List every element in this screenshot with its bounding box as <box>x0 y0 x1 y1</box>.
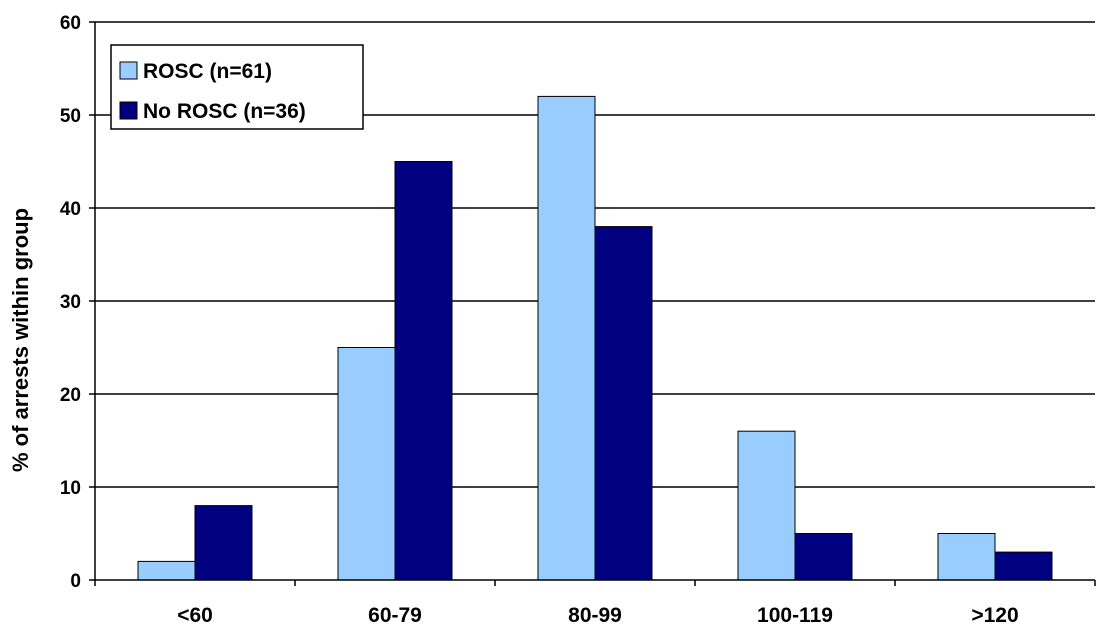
bar-no-rosc <box>994 551 1053 581</box>
y-tick-label: 0 <box>70 571 81 592</box>
bar-no-rosc <box>394 161 453 581</box>
bar-no-rosc <box>194 505 253 581</box>
x-tick-label: >120 <box>971 604 1018 627</box>
bar-rosc <box>337 347 396 581</box>
bar-no-rosc <box>594 226 653 581</box>
y-tick-label: 60 <box>60 13 81 34</box>
bar-no-rosc <box>794 533 853 581</box>
x-tick-labels: <60 60-79 80-99 100-119 >120 <box>177 604 1018 627</box>
y-tick-label: 50 <box>60 106 81 127</box>
bar-rosc <box>137 560 196 581</box>
bars <box>137 95 1053 581</box>
x-tick-label: 100-119 <box>757 604 833 627</box>
y-tick-label: 30 <box>60 292 81 313</box>
x-tick-label: <60 <box>177 604 213 627</box>
legend: ROSC (n=61) No ROSC (n=36) <box>110 44 364 130</box>
y-tick-label: 10 <box>60 478 81 499</box>
legend-label: No ROSC (n=36) <box>143 100 306 123</box>
legend-box <box>110 44 364 130</box>
bar-rosc <box>737 430 796 581</box>
x-tick-label: 60-79 <box>368 604 422 627</box>
y-tick-labels: 0 10 20 30 40 50 60 <box>60 13 81 592</box>
legend-swatch <box>119 101 138 120</box>
bar-rosc <box>937 533 996 581</box>
y-tick-label: 40 <box>60 199 81 220</box>
legend-swatch <box>119 61 138 80</box>
x-tick-label: 80-99 <box>568 604 622 627</box>
y-axis-title: % of arrests within group <box>8 208 33 472</box>
axes <box>89 21 1096 586</box>
bar-rosc <box>537 95 596 581</box>
legend-label: ROSC (n=61) <box>143 60 272 83</box>
y-tick-label: 20 <box>60 385 81 406</box>
